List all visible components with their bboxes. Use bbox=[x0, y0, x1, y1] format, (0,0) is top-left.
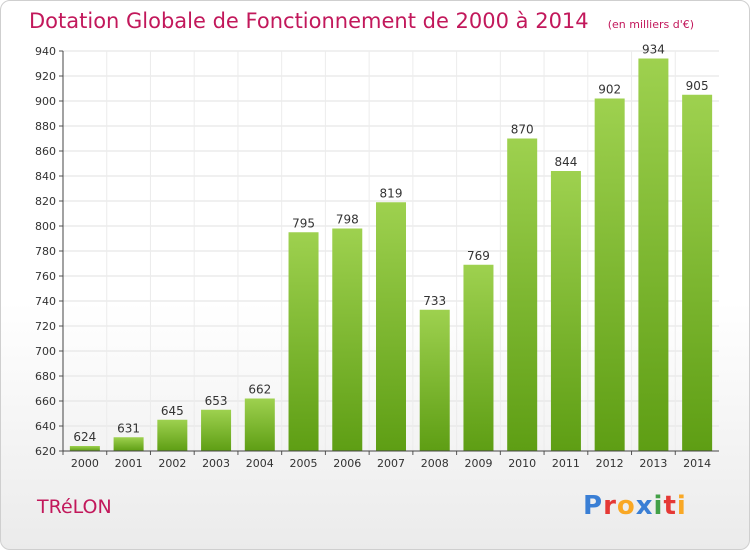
y-tick-label: 800 bbox=[35, 220, 56, 233]
logo-letter: i bbox=[676, 491, 687, 521]
y-tick-label: 820 bbox=[35, 195, 56, 208]
x-tick-label: 2012 bbox=[596, 457, 624, 470]
data-label: 662 bbox=[248, 383, 271, 397]
y-tick-label: 900 bbox=[35, 95, 56, 108]
chart-title: Dotation Globale de Fonctionnement de 20… bbox=[29, 9, 589, 33]
data-label: 645 bbox=[161, 404, 184, 418]
x-tick-label: 2010 bbox=[508, 457, 536, 470]
bar bbox=[332, 228, 363, 451]
logo-letter: i bbox=[653, 491, 664, 521]
data-label: 844 bbox=[554, 155, 577, 169]
y-tick-label: 740 bbox=[35, 295, 56, 308]
chart-subtitle: (en milliers d'€) bbox=[607, 18, 695, 31]
y-tick-label: 880 bbox=[35, 120, 56, 133]
x-tick-label: 2005 bbox=[290, 457, 318, 470]
bar bbox=[594, 98, 625, 451]
bar bbox=[463, 264, 494, 451]
town-name: TRéLON bbox=[37, 496, 112, 518]
y-tick-label: 920 bbox=[35, 70, 56, 83]
data-label: 631 bbox=[117, 421, 140, 435]
data-label: 624 bbox=[73, 430, 96, 444]
x-tick-label: 2013 bbox=[639, 457, 667, 470]
bar bbox=[288, 232, 319, 451]
x-tick-label: 2002 bbox=[158, 457, 186, 470]
bar bbox=[69, 446, 100, 451]
y-tick-label: 940 bbox=[35, 45, 56, 58]
x-tick-label: 2014 bbox=[683, 457, 711, 470]
data-label: 819 bbox=[380, 186, 403, 200]
x-tick-label: 2007 bbox=[377, 457, 405, 470]
bar bbox=[244, 398, 275, 451]
logo-letter: t bbox=[663, 491, 677, 521]
x-tick-label: 2008 bbox=[421, 457, 449, 470]
logo-letter: r bbox=[603, 491, 617, 521]
bar bbox=[201, 409, 232, 451]
labels: 620 640 660 680 700 720 740 760 780 800 820 840 860 8… bbox=[35, 43, 711, 471]
x-tick-label: 2004 bbox=[246, 457, 274, 470]
x-tick-label: 2011 bbox=[552, 457, 580, 470]
axes bbox=[59, 50, 719, 455]
x-tick-label: 2009 bbox=[464, 457, 492, 470]
y-tick-label: 860 bbox=[35, 145, 56, 158]
logo-letter: P bbox=[583, 491, 604, 521]
x-tick-label: 2006 bbox=[333, 457, 361, 470]
y-tick-label: 720 bbox=[35, 320, 56, 333]
bar bbox=[376, 202, 406, 451]
bar bbox=[507, 138, 538, 451]
y-tick-label: 760 bbox=[35, 270, 56, 283]
y-tick-label: 660 bbox=[35, 395, 56, 408]
data-label: 902 bbox=[598, 83, 621, 97]
logo-letter: x bbox=[635, 491, 654, 521]
data-label: 905 bbox=[686, 79, 709, 93]
x-tick-label: 2003 bbox=[202, 457, 230, 470]
data-label: 870 bbox=[511, 123, 534, 137]
bars bbox=[69, 58, 713, 451]
bar bbox=[550, 171, 581, 451]
y-tick-label: 620 bbox=[35, 445, 56, 458]
y-tick-label: 640 bbox=[35, 420, 56, 433]
data-label: 934 bbox=[642, 43, 665, 57]
bar bbox=[157, 419, 188, 451]
x-tick-label: 2000 bbox=[71, 457, 99, 470]
logo-letter: o bbox=[616, 491, 636, 521]
bar bbox=[419, 309, 450, 451]
y-tick-label: 840 bbox=[35, 170, 56, 183]
data-label: 769 bbox=[467, 249, 490, 263]
bar bbox=[638, 58, 669, 451]
data-label: 798 bbox=[336, 213, 359, 227]
bar bbox=[113, 437, 144, 451]
data-label: 653 bbox=[205, 394, 228, 408]
data-label: 733 bbox=[423, 294, 446, 308]
y-tick-label: 700 bbox=[35, 345, 56, 358]
title-row: Dotation Globale de Fonctionnement de 20… bbox=[29, 9, 694, 33]
y-tick-label: 680 bbox=[35, 370, 56, 383]
data-label: 795 bbox=[292, 216, 315, 230]
proxiti-logo[interactable]: Proxiti bbox=[583, 491, 687, 521]
y-tick-label: 780 bbox=[35, 245, 56, 258]
bar bbox=[682, 94, 713, 451]
x-tick-label: 2001 bbox=[115, 457, 143, 470]
